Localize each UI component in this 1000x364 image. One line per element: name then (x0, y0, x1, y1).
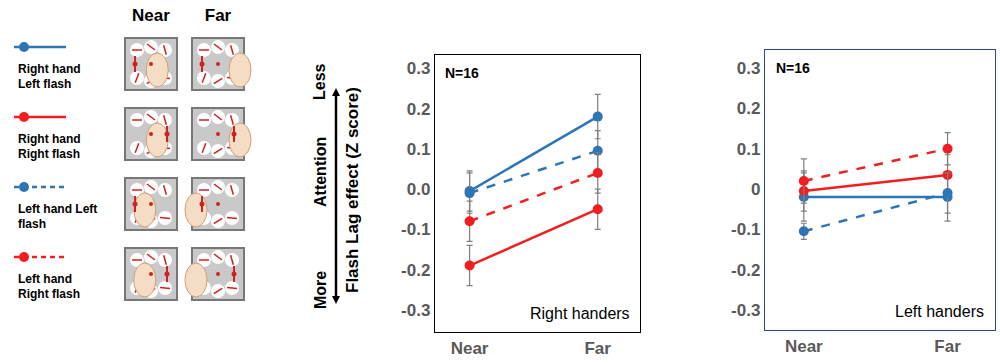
svg-text:0: 0 (751, 180, 760, 199)
svg-text:Far: Far (934, 337, 961, 356)
svg-text:N=16: N=16 (445, 65, 479, 81)
svg-text:N=16: N=16 (776, 60, 810, 76)
svg-text:Flash Lag effect (Z score): Flash Lag effect (Z score) (343, 87, 362, 293)
svg-text:-0.1: -0.1 (731, 220, 760, 239)
svg-text:More: More (312, 271, 329, 309)
svg-text:-0.2: -0.2 (731, 261, 760, 280)
html-text:Left hand Right flash: Left hand Right flash (18, 272, 80, 301)
svg-text:Near: Near (785, 337, 823, 356)
svg-text:0.3: 0.3 (737, 59, 761, 78)
svg-text:0.1: 0.1 (737, 140, 761, 159)
svg-text:Far: Far (584, 339, 611, 358)
html-text:Right hand Right flash: Right hand Right flash (18, 132, 81, 161)
svg-text:0.2: 0.2 (407, 100, 431, 119)
svg-text:0.1: 0.1 (407, 140, 431, 159)
html-text:Near: Near (132, 6, 170, 25)
html-text:Right hand Left flash: Right hand Left flash (18, 62, 81, 91)
svg-text:Left handers: Left handers (895, 303, 984, 320)
svg-text:Right handers: Right handers (530, 305, 630, 322)
svg-text:-0.3: -0.3 (401, 301, 430, 320)
html-text:Left hand Left flash: Left hand Left flash (18, 202, 98, 231)
svg-text:0.3: 0.3 (407, 59, 431, 78)
svg-text:-0.3: -0.3 (731, 301, 760, 320)
svg-text:0.2: 0.2 (737, 99, 761, 118)
svg-text:0.0: 0.0 (407, 180, 431, 199)
html-text:Far: Far (204, 6, 232, 25)
svg-text:Attention: Attention (312, 137, 329, 207)
svg-text:Less: Less (311, 63, 328, 100)
svg-text:-0.1: -0.1 (401, 220, 430, 239)
svg-text:Near: Near (451, 339, 489, 358)
svg-text:-0.2: -0.2 (401, 261, 430, 280)
